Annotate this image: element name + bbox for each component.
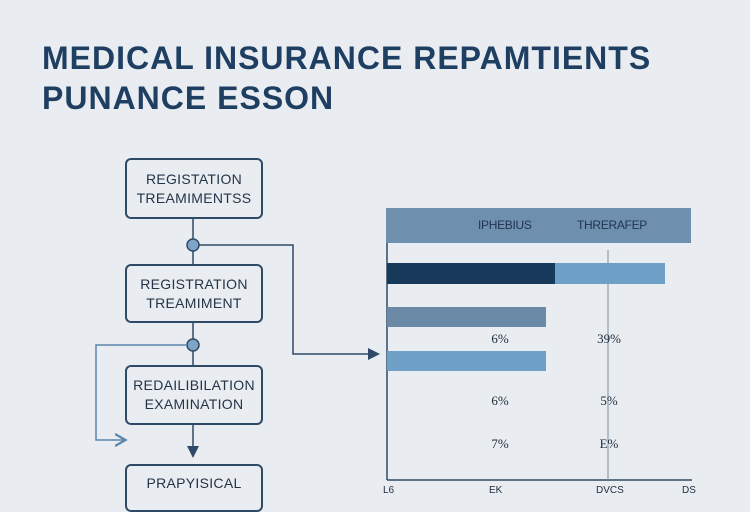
chart-header-band: [386, 208, 691, 243]
chart-axis-label-2: EK: [489, 485, 503, 496]
flow-step-line-1: REGISTRATION: [140, 275, 248, 292]
connector-dot-2: [186, 338, 200, 352]
chart-value-r4-c2: 5%: [600, 393, 618, 408]
flow-step-line-2: TREAMIMENT: [146, 294, 242, 311]
flow-step-line-2: TREAMIMENTSS: [136, 189, 252, 206]
page-title-line-1: MEDICAL INSURANCE REPAMTIENTS: [42, 40, 652, 76]
chart-bar-mid: [387, 307, 546, 327]
flow-step-line-2: EXAMINATION: [144, 396, 244, 412]
flow-step-examination: REDAILIBILATION EXAMINATION: [125, 365, 263, 425]
chart-header-label-1: IPHEBIUS: [478, 218, 532, 232]
flow-step-registration: REGISTRATION TREAMIMENT: [125, 264, 263, 323]
loop-arrow: [95, 344, 187, 440]
flow-step-line-1: REDAILIBILATION: [133, 377, 255, 393]
flowchart-connectors: [95, 219, 692, 481]
connector-dot-1: [186, 238, 200, 252]
chart-value-r5-c1: 7%: [491, 436, 509, 451]
page-title-line-2: PUNANCE ESSON: [42, 80, 335, 116]
chart-axis-label-4: DS: [682, 485, 696, 496]
flow-step-line-1: PRAPYISICAL: [146, 475, 242, 491]
chart-header-label-2: THRERAFEP: [577, 218, 647, 232]
flow-step-prapyisical: PRAPYISICAL: [125, 464, 263, 512]
chart-axis-label-1: L6: [383, 485, 395, 496]
chart-value-r5-c2: E%: [599, 436, 619, 451]
chart-value-r3-c1: 6%: [491, 331, 509, 346]
chart-value-r4-c1: 6%: [491, 393, 509, 408]
chart-bar-light-secondary: [555, 263, 665, 284]
chart-bar-light: [387, 351, 546, 371]
chart-bar-dark: [387, 263, 555, 284]
link-arrow-to-chart: [199, 244, 380, 360]
flow-step-line-1: REGISTATION: [145, 170, 243, 187]
flow-step-registation: REGISTATION TREAMIMENTSS: [125, 158, 263, 219]
chart-value-r3-c2: 39%: [597, 331, 621, 346]
chart-axis-label-3: DVCS: [596, 485, 624, 496]
